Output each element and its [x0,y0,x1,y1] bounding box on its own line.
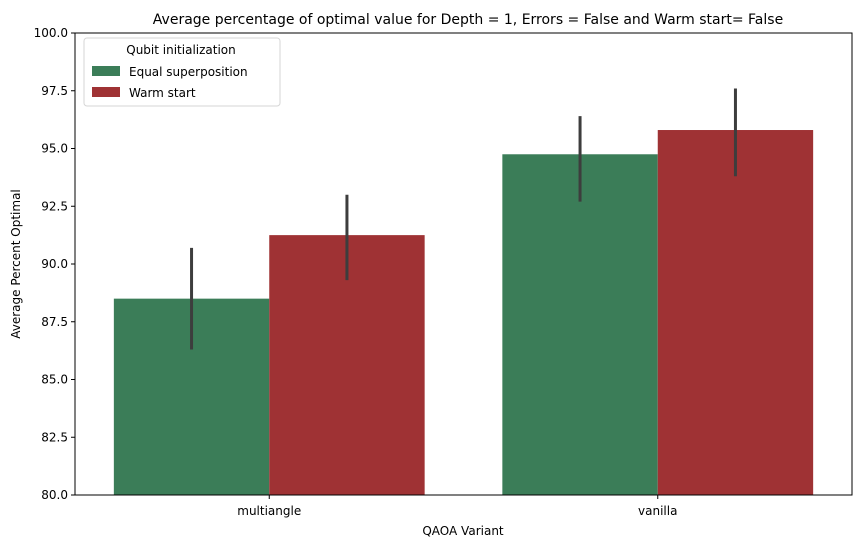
bar-vanilla-equal-superposition [502,154,658,495]
x-tick-label: vanilla [638,504,677,518]
legend-swatch-warm-start [92,87,120,97]
legend-box [83,37,281,107]
y-tick-label: 97.5 [41,84,68,98]
error-bars-layer [190,88,737,350]
y-tick-label: 87.5 [41,315,68,329]
chart-title: Average percentage of optimal value for … [153,12,783,28]
legend-label-warm-start: Warm start [129,86,196,100]
y-axis-label: Average Percent Optimal [9,189,23,339]
legend-swatch-equal-superposition [92,66,120,76]
y-tick-label: 95.0 [41,142,68,156]
bars-layer [113,130,814,495]
x-tick-label: multiangle [237,504,301,518]
x-axis-label: QAOA Variant [422,524,504,538]
y-tick-label: 85.0 [41,373,68,387]
y-tick-label: 90.0 [41,257,68,271]
y-axis: 80.0 82.5 85.0 87.5 90.0 92.5 95.0 97.5 100.0 [34,26,75,502]
y-tick-label: 100.0 [34,26,68,40]
x-axis: multiangle vanilla [237,495,677,518]
bar-vanilla-warm-start [657,130,814,495]
legend-label-equal-superposition: Equal superposition [129,65,248,79]
y-tick-label: 82.5 [41,430,68,444]
y-tick-label: 92.5 [41,199,68,213]
legend-title: Qubit initialization [126,43,236,57]
y-tick-label: 80.0 [41,488,68,502]
legend: Qubit initialization Equal superposition… [83,37,281,107]
